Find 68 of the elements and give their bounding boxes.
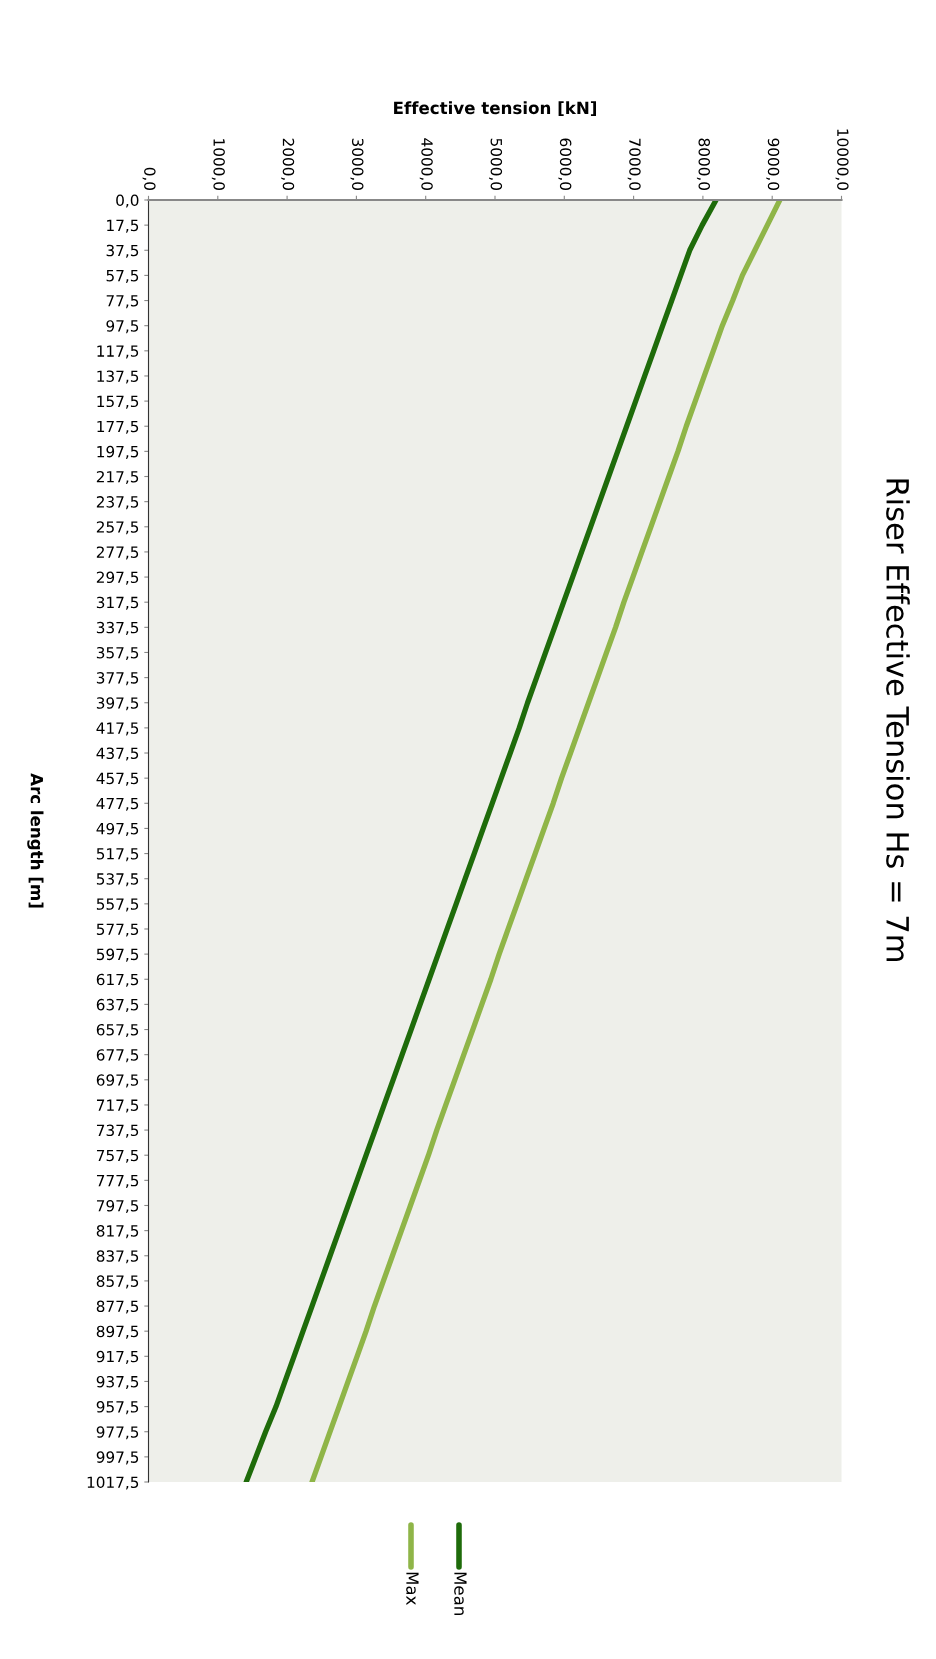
x-tick-label: 8000,0	[696, 138, 711, 190]
y-tick-label: 57,5	[106, 270, 139, 283]
y-tick-label: 517,5	[96, 848, 139, 862]
y-tick-label: 657,5	[96, 1023, 139, 1038]
y-tick-label: 817,5	[96, 1225, 139, 1239]
x-axis-title: Effective tension [kN]	[394, 101, 597, 117]
y-tick-label: 437,5	[96, 747, 139, 761]
x-tick-label: 4000,0	[419, 138, 433, 190]
text: Max	[406, 1572, 419, 1605]
y-tick-label: 377,5	[96, 672, 139, 686]
y-tick-label: 77,5	[106, 295, 139, 309]
y-tick-label: 797,5	[96, 1199, 139, 1214]
text: Mean	[454, 1572, 467, 1615]
y-axis-title: Arc length [m]	[27, 773, 44, 908]
y-tick-label: 357,5	[96, 646, 139, 661]
y-tick-label: 17,5	[107, 219, 139, 233]
y-tick-label: 1017,5	[87, 1476, 139, 1490]
x-tick-label: 9000,0	[766, 138, 780, 190]
x-tick-label: 6000,0	[558, 138, 572, 190]
y-tick-label: 137,5	[97, 370, 139, 384]
y-tick-label: 857,5	[96, 1275, 139, 1289]
y-tick-label: 277,5	[96, 546, 139, 560]
y-tick-label: 577,5	[96, 923, 139, 937]
y-tick-label: 637,5	[96, 998, 139, 1012]
y-tick-label: 997,5	[96, 1451, 139, 1465]
y-tick-label: 977,5	[96, 1426, 139, 1440]
y-tick-label: 337,5	[96, 621, 139, 635]
y-tick-label: 717,5	[96, 1099, 139, 1113]
y-tick-label: 957,5	[96, 1401, 139, 1415]
y-tick-label: 217,5	[96, 470, 139, 485]
text: Riser Effective Tension Hs = 7m	[886, 479, 910, 961]
y-tick-label: 237,5	[96, 496, 139, 510]
y-tick-label: 477,5	[96, 797, 139, 811]
y-tick-label: 777,5	[96, 1175, 139, 1188]
y-tick-label: 557,5	[96, 898, 139, 912]
y-tick-label: 117,5	[97, 345, 139, 359]
x-tick-label: 10000,0	[835, 129, 849, 190]
y-tick-label: 837,5	[96, 1250, 139, 1264]
y-tick-label: 497,5	[96, 822, 139, 837]
x-tick-label: 1000,0	[211, 139, 225, 190]
y-tick-label: 897,5	[96, 1325, 139, 1339]
y-tick-label: 317,5	[96, 596, 139, 610]
x-tick-label: 2000,0	[281, 138, 295, 190]
y-tick-label: 417,5	[96, 722, 139, 736]
y-tick-label: 737,5	[96, 1124, 139, 1138]
x-tick-label: 5000,0	[489, 138, 503, 190]
y-tick-label: 937,5	[96, 1375, 139, 1390]
y-tick-label: 757,5	[96, 1149, 139, 1163]
y-tick-label: 457,5	[96, 772, 139, 786]
y-tick-label: 97,5	[106, 320, 139, 334]
y-tick-label: 597,5	[96, 948, 139, 962]
y-tick-label: 297,5	[96, 571, 139, 585]
x-tick-label: 7000,0	[627, 138, 641, 190]
x-tick-label: 0,0	[142, 167, 156, 190]
x-tick-label: 3000,0	[350, 138, 364, 190]
y-tick-label: 37,5	[106, 244, 139, 258]
y-tick-label: 0,0	[116, 194, 139, 208]
y-tick-label: 157,5	[97, 395, 139, 409]
y-tick-label: 877,5	[96, 1300, 139, 1314]
y-tick-label: 537,5	[96, 873, 139, 887]
y-tick-label: 397,5	[96, 697, 139, 711]
y-tick-label: 197,5	[97, 445, 139, 459]
y-tick-label: 177,5	[97, 420, 139, 434]
y-tick-label: 917,5	[96, 1350, 139, 1364]
y-tick-label: 617,5	[96, 973, 139, 987]
y-tick-label: 257,5	[96, 521, 139, 535]
y-tick-label: 677,5	[96, 1049, 139, 1063]
y-tick-label: 697,5	[96, 1074, 139, 1088]
